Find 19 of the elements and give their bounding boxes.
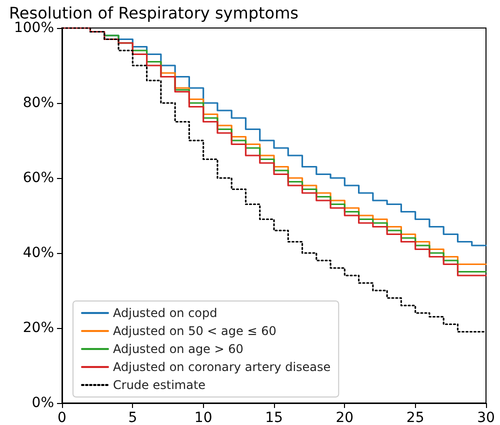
y-tick-label: 60% xyxy=(22,170,54,186)
legend-label: Crude estimate xyxy=(113,378,206,392)
legend-label: Adjusted on age > 60 xyxy=(113,342,244,356)
x-tick-label: 10 xyxy=(194,410,212,425)
x-tick-label: 15 xyxy=(265,410,283,425)
y-tick-label: 0% xyxy=(32,395,54,411)
x-tick-label: 5 xyxy=(128,410,138,425)
y-tick-label: 40% xyxy=(22,245,54,261)
x-tick-label: 20 xyxy=(336,410,354,425)
y-tick-label: 100% xyxy=(14,20,54,36)
legend-label: Adjusted on coronary artery disease xyxy=(113,360,331,374)
x-tick-label: 25 xyxy=(406,410,424,425)
legend-label: Adjusted on copd xyxy=(113,306,218,320)
y-tick-label: 20% xyxy=(22,320,54,336)
legend-label: Adjusted on 50 < age ≤ 60 xyxy=(113,324,276,338)
x-tick-label: 0 xyxy=(58,410,66,425)
chart-title: Resolution of Respiratory symptoms xyxy=(9,4,298,22)
y-tick-label: 80% xyxy=(22,95,54,111)
x-tick-label: 30 xyxy=(477,410,495,425)
